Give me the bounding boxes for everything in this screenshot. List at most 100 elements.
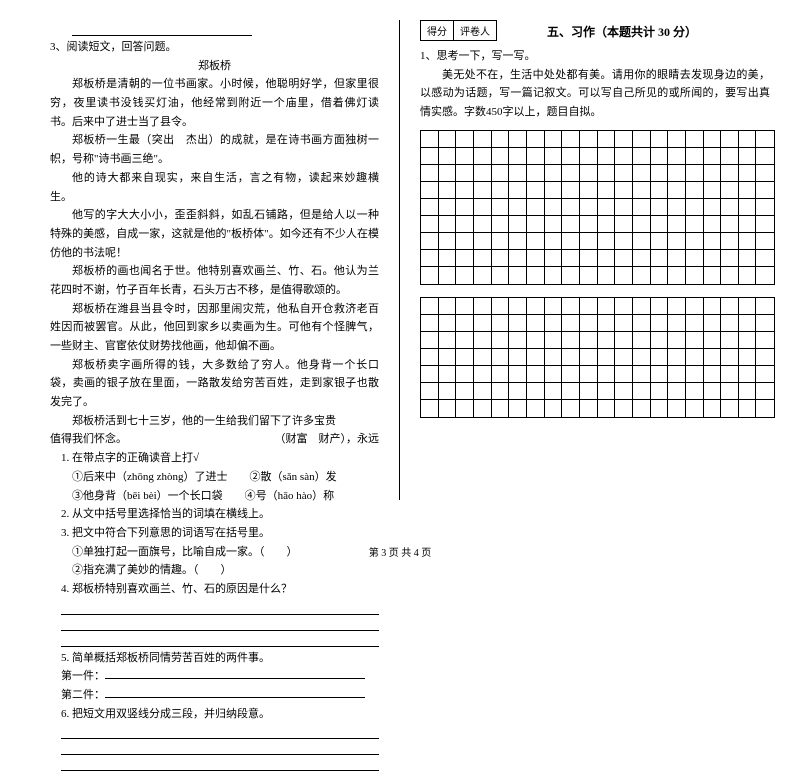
grid-cell (492, 400, 510, 417)
grid-row (421, 250, 774, 267)
grid-cell (721, 131, 739, 147)
grid-cell (527, 366, 545, 382)
grid-cell (721, 400, 739, 417)
grid-cell (509, 131, 527, 147)
grid-row (421, 298, 774, 315)
grid-cell (492, 199, 510, 215)
article-title: 郑板桥 (50, 57, 379, 76)
grid-cell (598, 250, 616, 266)
grid-cell (421, 131, 439, 147)
grid-cell (421, 199, 439, 215)
grid-cell (615, 267, 633, 284)
grid-cell (615, 250, 633, 266)
q5-a-blank (105, 667, 365, 679)
grid-cell (756, 182, 774, 198)
grid-cell (439, 165, 457, 181)
grid-cell (739, 165, 757, 181)
grid-cell (739, 400, 757, 417)
grid-cell (492, 165, 510, 181)
grid-cell (668, 233, 686, 249)
grid-cell (439, 315, 457, 331)
grid-cell (598, 216, 616, 232)
grid-cell (509, 182, 527, 198)
grid-cell (668, 315, 686, 331)
q6-blank-1 (61, 725, 379, 739)
grid-cell (527, 383, 545, 399)
grid-cell (580, 315, 598, 331)
grid-row (421, 383, 774, 400)
grid-cell (545, 131, 563, 147)
grid-cell (739, 366, 757, 382)
grid-cell (562, 148, 580, 164)
grid-cell (651, 199, 669, 215)
grid-cell (668, 400, 686, 417)
grid-cell (739, 233, 757, 249)
grid-cell (580, 332, 598, 348)
grid-cell (756, 165, 774, 181)
grid-cell (704, 233, 722, 249)
grid-cell (509, 400, 527, 417)
grid-cell (739, 298, 757, 314)
grid-cell (668, 332, 686, 348)
right-column: 得分 评卷人 五、习作（本题共计 30 分） 1、思考一下，写一写。 美无处不在… (410, 20, 770, 510)
grid-cell (545, 233, 563, 249)
grid-cell (633, 349, 651, 365)
grid-cell (474, 349, 492, 365)
grid-cell (721, 366, 739, 382)
grid-cell (756, 267, 774, 284)
grid-cell (686, 216, 704, 232)
grid-cell (439, 298, 457, 314)
grid-cell (509, 250, 527, 266)
grid-cell (456, 366, 474, 382)
grid-cell (456, 267, 474, 284)
grid-cell (527, 332, 545, 348)
grid-cell (545, 298, 563, 314)
q4-blank-2 (61, 617, 379, 631)
grid-cell (545, 400, 563, 417)
grid-cell (739, 148, 757, 164)
grid-cell (668, 366, 686, 382)
grid-row (421, 267, 774, 284)
grid-cell (686, 131, 704, 147)
grid-cell (580, 366, 598, 382)
grid-cell (651, 315, 669, 331)
grid-cell (562, 366, 580, 382)
grid-cell (704, 332, 722, 348)
grid-cell (421, 349, 439, 365)
grid-cell (474, 233, 492, 249)
grid-block-2 (420, 297, 775, 418)
grid-block-1 (420, 130, 775, 285)
grid-cell (509, 165, 527, 181)
grid-cell (686, 315, 704, 331)
grid-row (421, 148, 774, 165)
grid-cell (704, 199, 722, 215)
grid-cell (509, 332, 527, 348)
grid-cell (756, 233, 774, 249)
q4-blank-3 (61, 633, 379, 647)
grid-cell (615, 400, 633, 417)
grid-cell (562, 216, 580, 232)
section-header: 得分 评卷人 五、习作（本题共计 30 分） (420, 20, 770, 41)
grid-cell (474, 383, 492, 399)
score-box: 得分 评卷人 (420, 20, 497, 41)
grid-cell (474, 267, 492, 284)
grid-cell (615, 315, 633, 331)
para8-b: （财富 财产），永远 (275, 430, 380, 449)
grid-cell (580, 250, 598, 266)
grid-cell (562, 400, 580, 417)
grid-cell (633, 182, 651, 198)
grid-cell (421, 182, 439, 198)
grid-cell (615, 366, 633, 382)
grid-cell (509, 349, 527, 365)
grid-cell (721, 148, 739, 164)
grid-cell (509, 148, 527, 164)
grid-cell (545, 366, 563, 382)
grid-cell (686, 199, 704, 215)
q3-heading: 3、阅读短文，回答问题。 (50, 38, 379, 57)
grid-cell (686, 233, 704, 249)
grid-cell (721, 298, 739, 314)
grid-cell (439, 366, 457, 382)
score-label-1: 得分 (421, 21, 454, 40)
grid-cell (439, 383, 457, 399)
grid-cell (615, 233, 633, 249)
